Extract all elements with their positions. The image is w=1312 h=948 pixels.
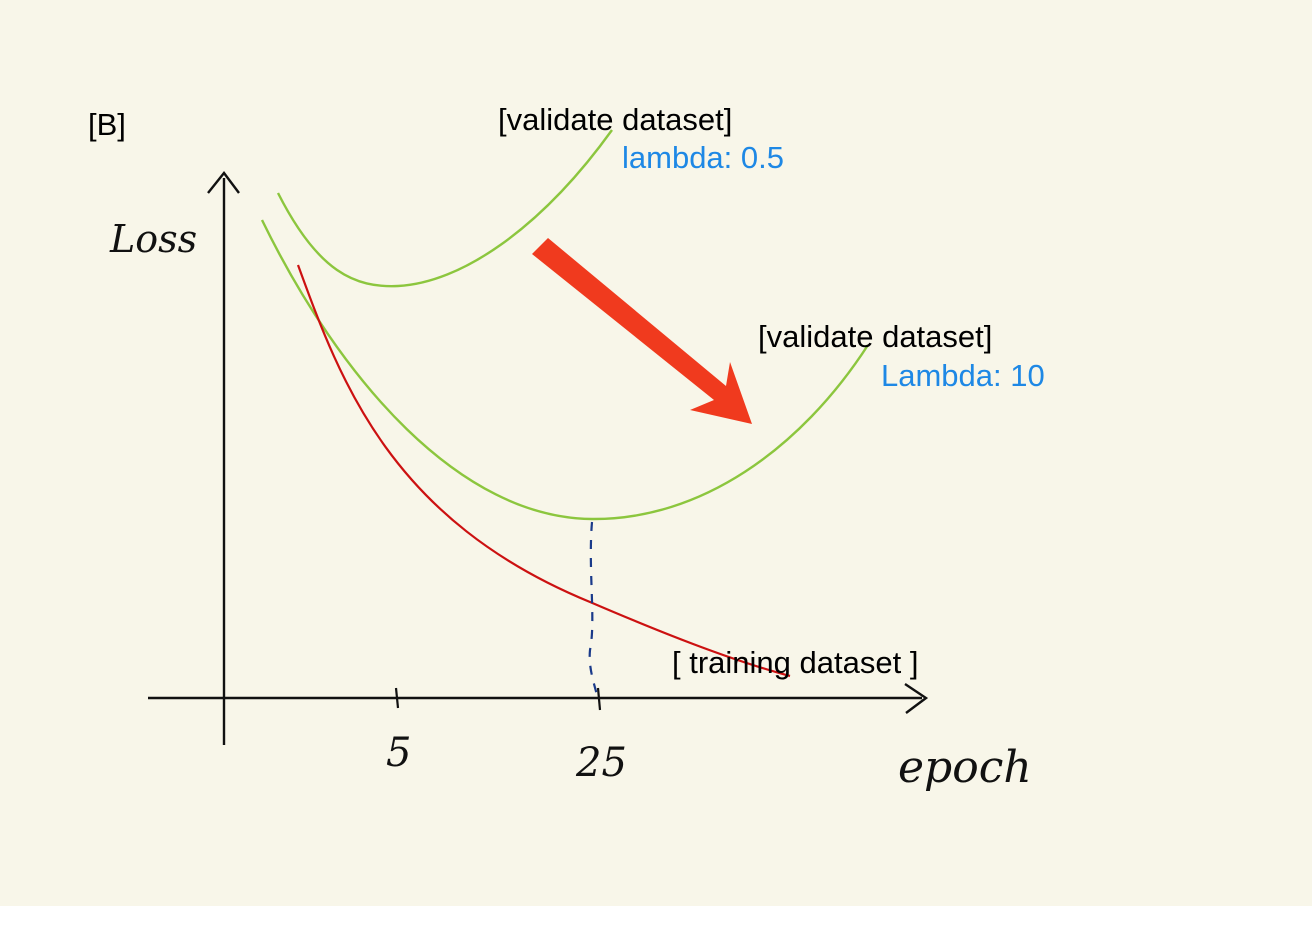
training-label: [ training dataset ]: [672, 645, 918, 680]
lambda-label-0.5: lambda: 0.5: [622, 140, 784, 175]
y-axis-label: Loss: [109, 217, 197, 261]
y-axis-arrowhead: [207, 171, 240, 194]
shift-arrow: [532, 238, 752, 424]
lambda-label-10: Lambda: 10: [881, 358, 1045, 393]
validate-label-upper: [validate dataset]: [498, 102, 732, 137]
validate-curve-lambda-10: [260, 219, 870, 521]
loss-diagram: [B] Loss epoch 5 25 [validate dataset] l…: [88, 102, 1045, 793]
panel-label: [B]: [88, 107, 126, 142]
x-tick-5: [394, 687, 400, 709]
validate-curve-lambda-0.5: [276, 129, 613, 288]
validate-label-lower: [validate dataset]: [758, 319, 992, 354]
training-curve: [296, 264, 791, 678]
x-axis-arrowhead: [904, 683, 929, 714]
x-axis-label: epoch: [898, 742, 1032, 793]
x-tick-label-25: 25: [575, 740, 627, 786]
diagram-canvas: [B] Loss epoch 5 25 [validate dataset] l…: [0, 0, 1312, 906]
min-guide-line: [588, 521, 600, 701]
x-tick-25: [596, 687, 602, 711]
x-tick-label-5: 5: [386, 730, 411, 776]
